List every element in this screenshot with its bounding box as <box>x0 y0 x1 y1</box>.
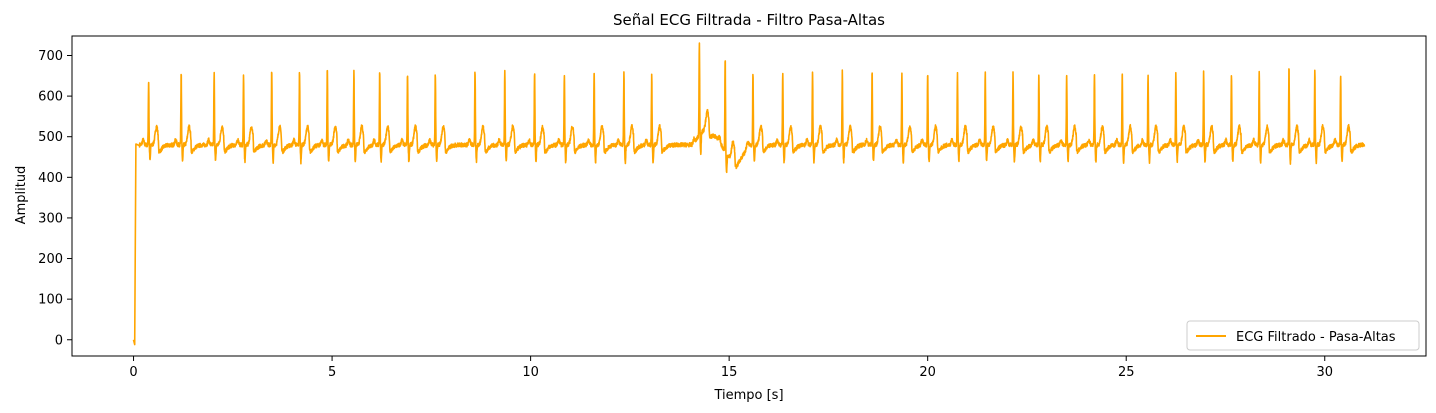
x-tick-label: 25 <box>1118 365 1135 380</box>
legend-label: ECG Filtrado - Pasa-Altas <box>1236 330 1396 345</box>
y-tick-label: 400 <box>38 171 63 186</box>
y-tick-label: 200 <box>38 252 63 267</box>
x-tick-label: 0 <box>129 365 137 380</box>
y-tick-label: 100 <box>38 293 63 308</box>
legend: ECG Filtrado - Pasa-Altas <box>1186 320 1420 351</box>
x-tick-label: 10 <box>522 365 539 380</box>
x-tick-label: 20 <box>919 365 936 380</box>
x-tick-label: 15 <box>721 365 738 380</box>
y-axis: 0 100 200 300 400 500 600 700 <box>38 49 72 348</box>
ecg-series-line <box>132 42 1366 346</box>
y-axis-title: Amplitud <box>14 166 29 225</box>
chart-title: Señal ECG Filtrada - Filtro Pasa-Altas <box>613 11 885 29</box>
y-tick-label: 600 <box>38 90 63 105</box>
y-tick-label: 0 <box>55 333 63 348</box>
x-axis: 0 5 10 15 20 25 30 <box>129 356 1333 380</box>
plot-area <box>71 35 1427 357</box>
y-tick-label: 300 <box>38 211 63 226</box>
y-tick-label: 700 <box>38 49 63 64</box>
x-tick-label: 30 <box>1316 365 1333 380</box>
y-tick-label: 500 <box>38 130 63 145</box>
x-tick-label: 5 <box>328 365 336 380</box>
legend-box <box>1186 320 1420 351</box>
plot-frame <box>71 35 1427 357</box>
x-axis-title: Tiempo [s] <box>713 388 783 403</box>
